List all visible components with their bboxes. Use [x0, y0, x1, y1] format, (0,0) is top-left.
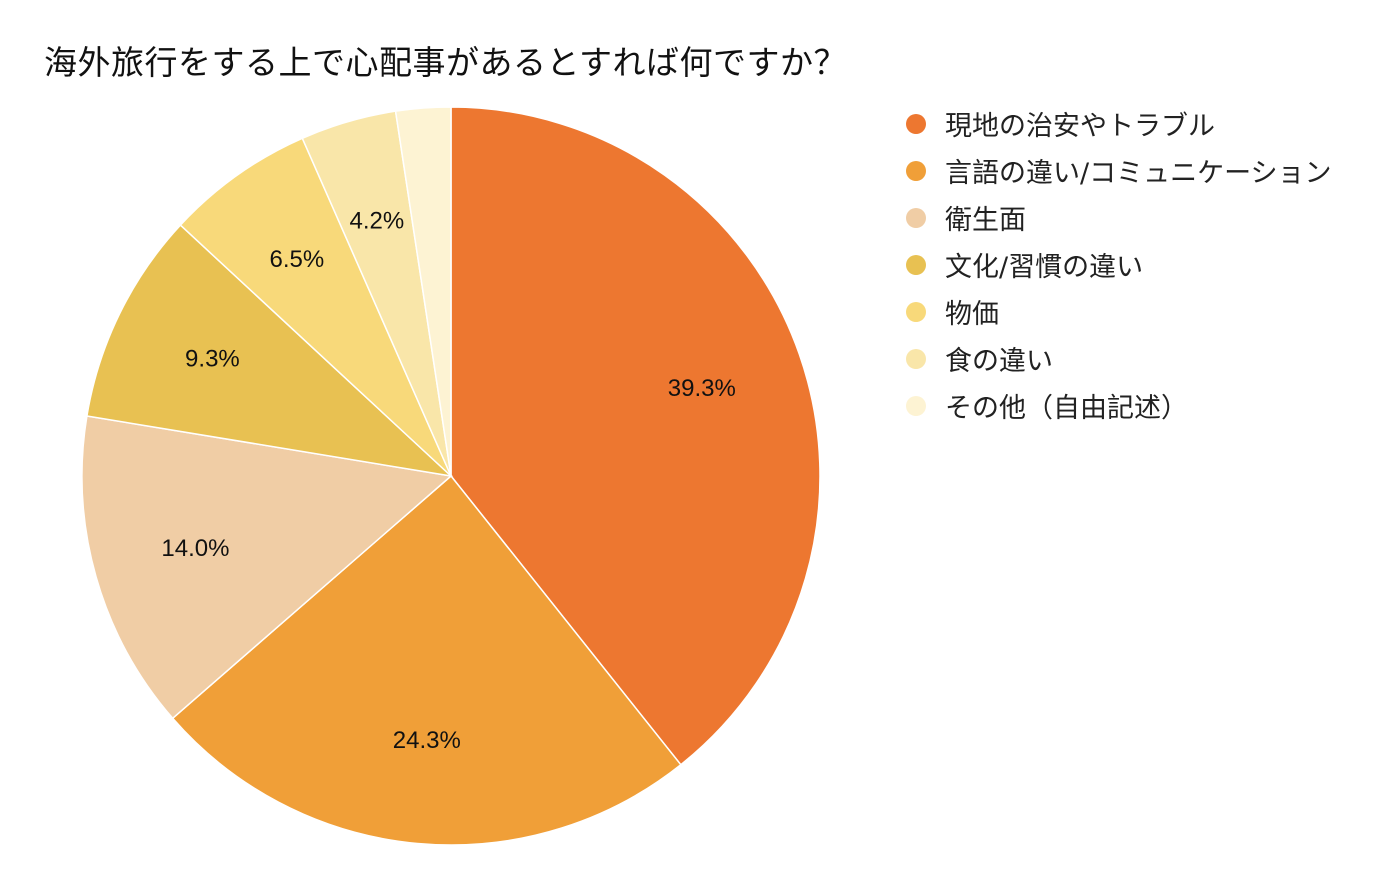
chart-title: 海外旅行をする上で心配事があるとすれば何ですか？ [44, 43, 848, 82]
pie-slice [81, 415, 453, 720]
slice-data-label: 24.3% [393, 727, 461, 754]
slice-data-label: 14.0% [161, 535, 229, 562]
legend-label: 言語の違い/コミュニケーション [945, 158, 1332, 189]
legend-swatch [906, 160, 926, 181]
legend-item: 衛生面 [906, 194, 1386, 241]
pie-slice [394, 106, 452, 477]
slice-data-label: 4.2% [350, 207, 405, 234]
legend-item: 現地の治安やトラブル [906, 100, 1386, 147]
legend-label: 物価 [945, 299, 999, 330]
legend-label: 文化/習慣の違い [945, 252, 1144, 283]
pie-chart: 39.3% 24.3% 14.0% 9.3% 6.5% 4.2% [81, 106, 821, 846]
pie-slice [171, 474, 682, 846]
pie-slice [179, 137, 452, 477]
legend: 現地の治安やトラブル言語の違い/コミュニケーション 衛生面文化/習慣の違い 物価食の… [906, 100, 1386, 429]
legend-label: 衛生面 [945, 205, 1026, 236]
legend-swatch [906, 348, 926, 369]
legend-item: その他（自由記述） [906, 382, 1386, 429]
legend-swatch [906, 113, 926, 134]
pie-slice [450, 106, 821, 766]
legend-swatch [906, 254, 926, 275]
legend-item: 文化/習慣の違い [906, 241, 1386, 288]
legend-swatch [906, 207, 926, 228]
pie-slice [86, 224, 454, 478]
legend-swatch [906, 395, 926, 416]
legend-swatch [906, 301, 926, 322]
legend-item: 言語の違い/コミュニケーション [906, 147, 1386, 194]
slice-data-label: 39.3% [668, 375, 736, 402]
legend-label: 食の違い [945, 346, 1053, 377]
legend-label: 現地の治安やトラブル [945, 111, 1215, 142]
legend-item: 物価 [906, 288, 1386, 335]
legend-label: その他（自由記述） [945, 393, 1188, 424]
legend-item: 食の違い [906, 335, 1386, 382]
slice-data-label: 6.5% [270, 246, 325, 273]
slice-data-label: 9.3% [185, 346, 240, 373]
